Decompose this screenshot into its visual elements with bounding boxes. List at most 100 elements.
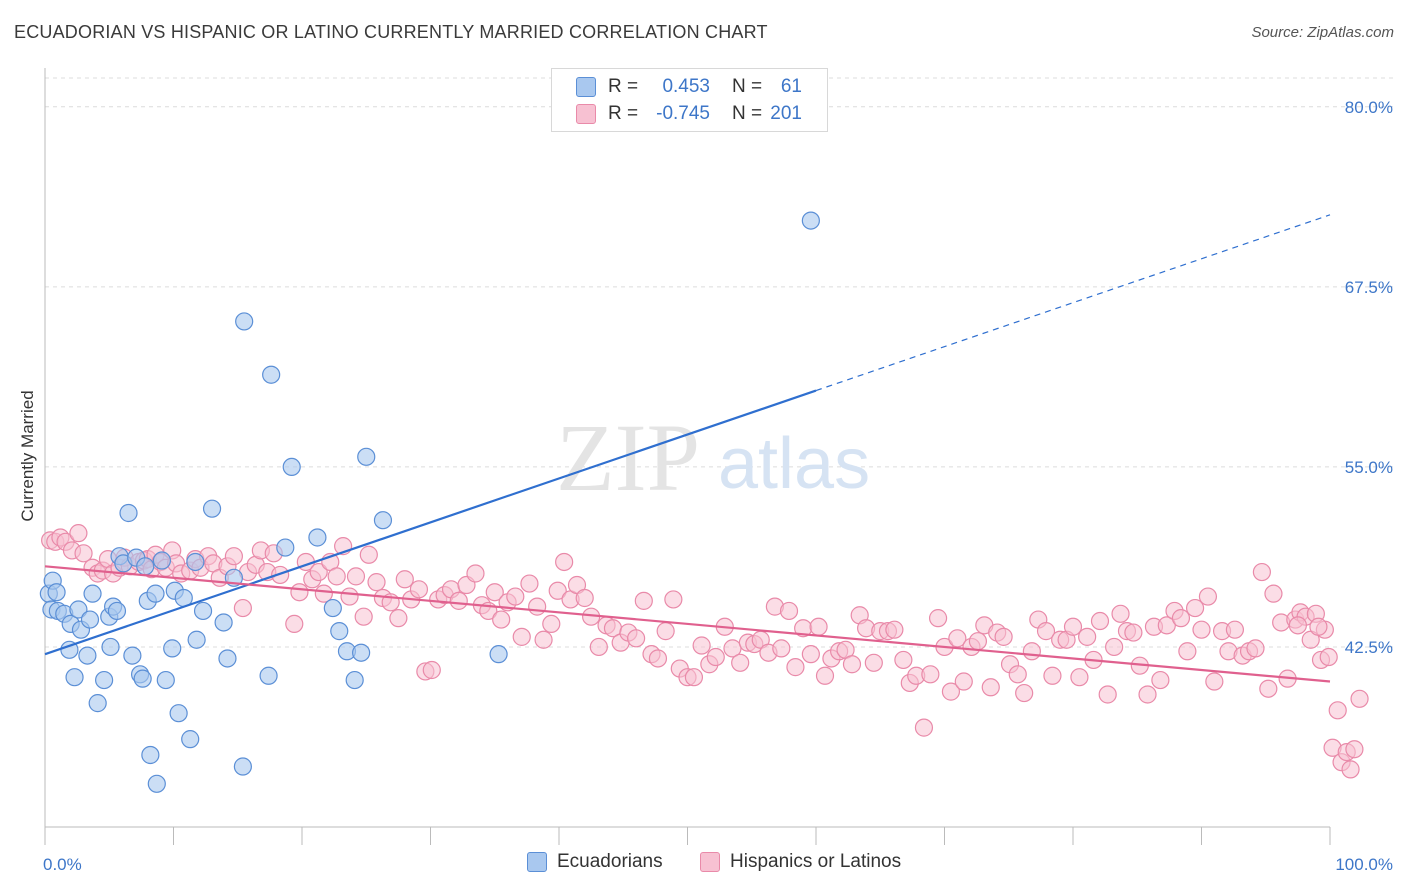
hispanic-point [367,573,386,592]
hispanic-point [1205,672,1224,691]
hispanic-point [994,627,1013,646]
hispanic-point [1185,598,1205,618]
pink-swatch-icon [576,104,596,124]
legend-r-value: 0.453 [662,76,710,97]
y-axis-title: Currently Married [18,390,37,521]
hispanic-point [885,620,904,639]
hispanic-point [520,574,539,593]
legend-n-label: N = [732,76,763,97]
watermark-atlas: atlas [718,424,870,504]
hispanic-point [1341,760,1360,779]
hispanic-point [309,562,328,582]
ecuadorian-trend-extension [815,214,1331,392]
hispanic-point [69,524,88,543]
hispanic-point [354,607,373,626]
hispanic-point [1008,665,1027,684]
ecuadorian-point [181,730,200,749]
hispanic-point [389,609,408,628]
y-tick-label: 80.0% [1345,98,1393,117]
ecuadorian-point [235,312,254,331]
ecuadorian-point [136,557,155,576]
hispanic-point [422,660,441,680]
hispanic-point [815,666,835,685]
hispanic-point [1309,617,1328,636]
hispanic-point [842,655,862,674]
legend-label-hispanics: Hispanics or Latinos [730,851,902,872]
hispanic-point [314,584,333,603]
legend-n-label: N = [732,103,763,124]
ecuadorian-trend-line [44,389,817,656]
ecuadorian-point [156,670,175,690]
hispanic-point [1328,701,1347,720]
ecuadorian-point [78,646,97,665]
ecuadorian-point [259,666,278,685]
hispanic-point [1138,685,1157,704]
hispanic-point [706,647,725,667]
ecuadorian-point [202,499,222,518]
ecuadorian-point [169,704,188,723]
hispanic-point [492,610,511,629]
ecuadorian-point [101,637,120,657]
hispanic-point [648,649,668,668]
hispanic-point [941,682,961,701]
hispanic-point [589,637,608,657]
ecuadorian-point [233,757,252,776]
hispanic-point [1157,616,1176,635]
hispanic-point [485,583,504,602]
blue-swatch-icon [576,77,596,97]
ecuadorian-point [801,211,820,230]
hispanic-point [506,587,525,606]
ecuadorian-point [107,601,127,621]
hispanic-point [1246,639,1265,658]
hispanic-point [1090,611,1110,631]
ecuadorian-point [357,447,376,466]
correlation-legend: R = 0.453 N = 61 R = -0.745 N = 201 [551,68,828,132]
hispanic-point [779,601,799,621]
legend-item-ecuadorians[interactable]: Ecuadorians [527,851,663,873]
ecuadorian-point [147,774,166,793]
hispanic-point [1350,689,1369,708]
ecuadorian-point [83,584,102,603]
axis-layer [44,68,1331,845]
hispanic-point [575,588,594,608]
hispanic-point [968,632,988,651]
hispanic-point [512,627,531,646]
ecuadorian-point [262,365,281,384]
hispanic-point [359,545,378,564]
hispanic-point [1015,683,1034,703]
hispanic-point [346,567,366,586]
hispanic-point [340,587,359,606]
hispanic-point [1105,637,1124,657]
hispanic-point [1043,666,1062,685]
source-label: Source: ZipAtlas.com [1251,24,1394,41]
hispanic-point [928,609,948,628]
legend-n-value: 201 [770,103,802,124]
watermark: ZIP atlas [556,404,870,511]
hispanic-point [1124,623,1143,642]
hispanic-point [449,591,468,610]
hispanic-point [466,564,485,583]
hispanic-point [1225,620,1245,639]
watermark-zip: ZIP [556,404,700,511]
hispanic-point [786,658,805,677]
ecuadorian-point [345,670,364,690]
hispanic-trend-line [44,565,1331,683]
hispanic-point [1078,627,1097,646]
hispanic-point [1171,609,1191,628]
hispanic-point [914,718,934,737]
ecuadorian-point [186,552,205,572]
blue-swatch-icon [527,852,547,872]
ecuadorian-point [133,669,152,688]
hispanic-point [772,639,791,658]
hispanic-point [921,665,940,684]
legend-item-hispanics[interactable]: Hispanics or Latinos [700,851,901,873]
hispanic-point [1063,617,1083,636]
legend-n-value: 61 [780,76,802,97]
hispanic-point [894,650,913,670]
hispanic-point [809,617,828,636]
ecuadorian-point [282,457,301,477]
y-tick-label: 67.5% [1345,278,1393,297]
hispanic-point [664,590,683,609]
hispanic-point [1070,668,1089,687]
